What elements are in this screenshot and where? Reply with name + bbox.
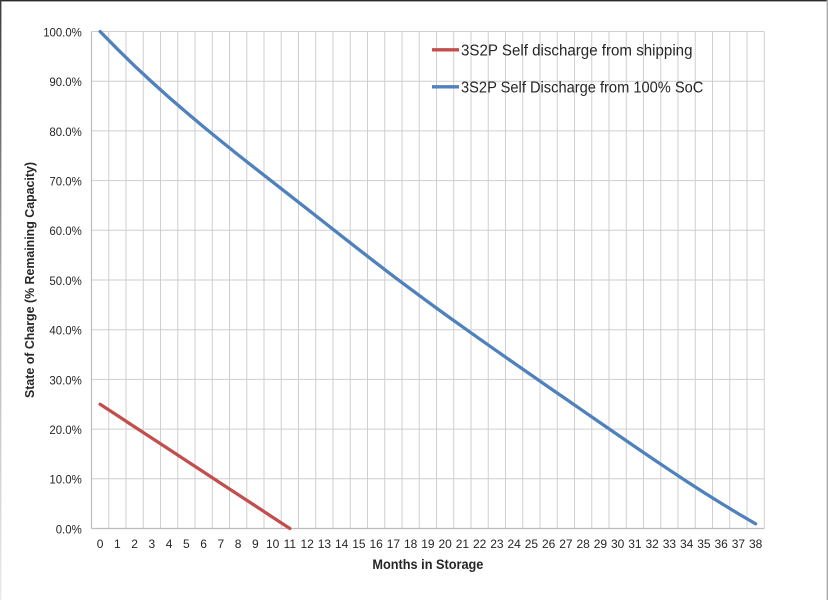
svg-text:14: 14 xyxy=(335,537,349,551)
svg-text:16: 16 xyxy=(369,537,383,551)
svg-text:29: 29 xyxy=(594,537,608,551)
svg-text:70.0%: 70.0% xyxy=(49,175,82,189)
svg-text:27: 27 xyxy=(559,537,573,551)
svg-text:34: 34 xyxy=(680,537,694,551)
svg-text:26: 26 xyxy=(542,537,556,551)
svg-text:3: 3 xyxy=(149,537,156,551)
svg-text:0.0%: 0.0% xyxy=(56,522,82,536)
svg-text:3S2P Self Discharge from 100%: 3S2P Self Discharge from 100% SoC xyxy=(461,79,703,96)
svg-text:12: 12 xyxy=(300,537,314,551)
svg-text:22: 22 xyxy=(473,537,487,551)
svg-text:20: 20 xyxy=(438,537,452,551)
svg-text:37: 37 xyxy=(732,537,746,551)
svg-text:32: 32 xyxy=(645,537,659,551)
svg-text:24: 24 xyxy=(507,537,521,551)
svg-text:18: 18 xyxy=(404,537,418,551)
svg-text:35: 35 xyxy=(697,537,711,551)
svg-text:15: 15 xyxy=(352,537,366,551)
svg-text:50.0%: 50.0% xyxy=(49,274,82,288)
svg-text:8: 8 xyxy=(235,537,242,551)
svg-text:3S2P Self discharge from shipp: 3S2P Self discharge from shipping xyxy=(461,42,693,59)
svg-text:17: 17 xyxy=(387,537,401,551)
svg-text:5: 5 xyxy=(183,537,190,551)
svg-text:9: 9 xyxy=(252,537,259,551)
svg-text:0: 0 xyxy=(97,537,104,551)
svg-text:21: 21 xyxy=(456,537,470,551)
svg-text:6: 6 xyxy=(200,537,207,551)
svg-text:30.0%: 30.0% xyxy=(49,373,82,387)
svg-text:2: 2 xyxy=(131,537,138,551)
svg-text:80.0%: 80.0% xyxy=(49,125,82,139)
svg-text:31: 31 xyxy=(628,537,642,551)
svg-text:90.0%: 90.0% xyxy=(49,75,82,89)
svg-text:40.0%: 40.0% xyxy=(49,324,82,338)
svg-text:4: 4 xyxy=(166,537,173,551)
svg-text:36: 36 xyxy=(714,537,728,551)
svg-text:19: 19 xyxy=(421,537,435,551)
svg-text:100.0%: 100.0% xyxy=(43,25,82,39)
svg-text:38: 38 xyxy=(749,537,763,551)
svg-text:20.0%: 20.0% xyxy=(49,423,82,437)
svg-text:7: 7 xyxy=(218,537,225,551)
svg-text:11: 11 xyxy=(284,537,297,551)
svg-text:Months in Storage: Months in Storage xyxy=(372,556,483,572)
svg-text:State of Charge (% Remaining C: State of Charge (% Remaining Capacity) xyxy=(22,162,37,398)
svg-text:23: 23 xyxy=(490,537,504,551)
svg-text:10: 10 xyxy=(266,537,280,551)
svg-text:28: 28 xyxy=(576,537,590,551)
svg-text:33: 33 xyxy=(663,537,677,551)
svg-text:13: 13 xyxy=(318,537,332,551)
svg-text:25: 25 xyxy=(525,537,539,551)
svg-text:30: 30 xyxy=(611,537,625,551)
svg-text:60.0%: 60.0% xyxy=(49,224,82,238)
svg-text:1: 1 xyxy=(114,537,121,551)
svg-text:10.0%: 10.0% xyxy=(49,473,82,487)
